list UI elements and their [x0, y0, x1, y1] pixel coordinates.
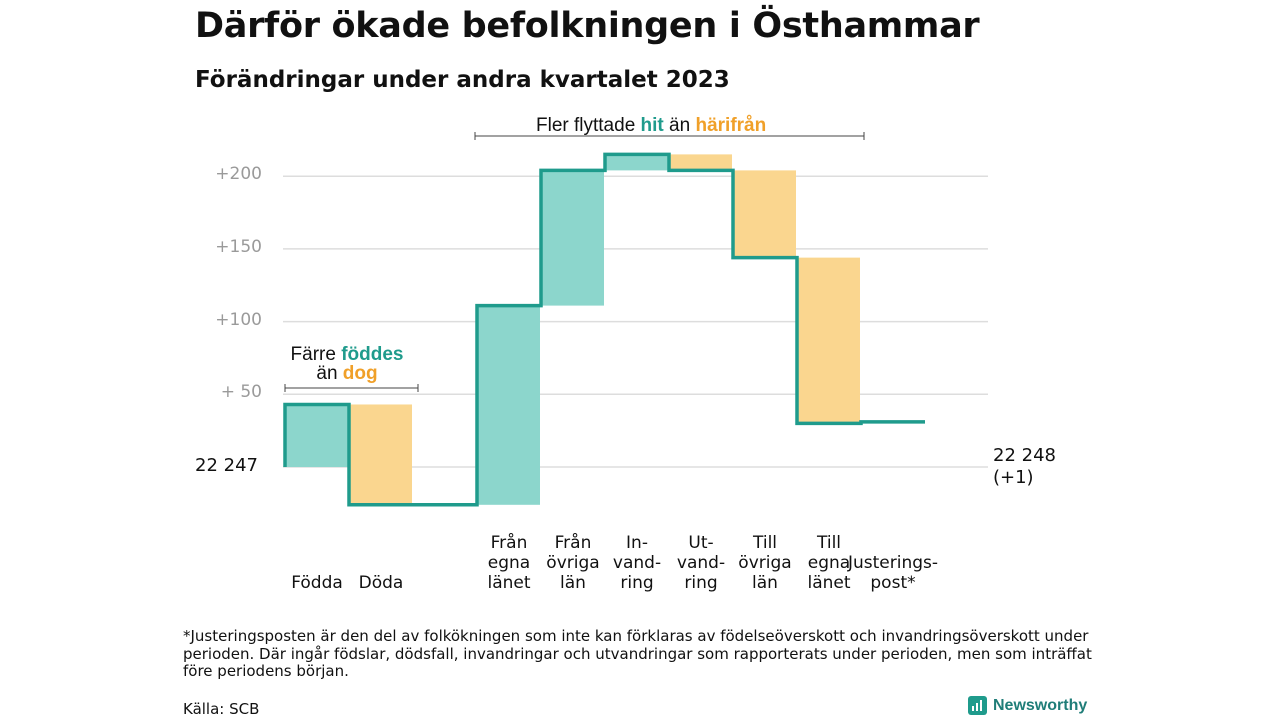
population-step-line [283, 152, 925, 507]
brand-name: Newsworthy [993, 696, 1088, 714]
migration-annotation-middle: än [669, 115, 691, 136]
end-change: (+1) [993, 467, 1034, 488]
category-label: Från övriga län [546, 533, 600, 593]
category-label: Ut- vand- ring [676, 533, 726, 593]
category-label: Till övriga län [738, 533, 792, 593]
waterfall-bar-increase [478, 305, 540, 505]
waterfall-bar-decrease [734, 170, 796, 258]
end-value-label: 22 248 (+1) [993, 445, 1056, 489]
waterfall-bar-increase [606, 154, 668, 171]
chart-subtitle: Förändringar under andra kvartalet 2023 [195, 67, 730, 93]
waterfall-bar-decrease [798, 257, 860, 424]
births-annotation: Färre föddes än dog [283, 345, 411, 383]
migration-annotation-lead: Fler flyttade [536, 115, 636, 136]
footnote: *Justeringsposten är den del av folkökni… [183, 627, 1092, 680]
y-tick-label: +100 [215, 309, 262, 330]
category-label: In- vand- ring [612, 533, 662, 593]
migration-annotation-hit: hit [640, 115, 664, 136]
migration-annotation: Fler flyttade hit än härifrån [536, 116, 766, 135]
births-annotation-lead: Färre [290, 344, 336, 365]
brand-logo: Newsworthy [968, 696, 1087, 715]
waterfall-bar-decrease [350, 404, 412, 505]
births-annotation-dog: dog [342, 363, 378, 384]
category-label: Födda [291, 573, 343, 593]
waterfall-bar-increase [542, 170, 604, 306]
waterfall-bar-increase [286, 404, 348, 467]
chart-title: Därför ökade befolkningen i Östhammar [195, 6, 980, 46]
y-tick-label: + 50 [220, 382, 262, 403]
bar-chart-icon [968, 696, 987, 715]
births-annotation-middle: än [316, 363, 338, 384]
category-label: Justerings- post* [848, 553, 939, 593]
category-label: Döda [358, 573, 404, 593]
y-tick-label: +200 [215, 164, 262, 185]
end-value: 22 248 [993, 445, 1056, 466]
start-value-label: 22 247 [195, 455, 258, 476]
category-label: Från egna länet [487, 533, 531, 593]
births-annotation-foddes: föddes [341, 344, 404, 365]
source-label: Källa: SCB [183, 700, 260, 718]
category-label: Till egna länet [807, 533, 851, 593]
waterfall-bar-decrease [670, 154, 732, 171]
migration-annotation-harifran: härifrån [695, 115, 767, 136]
y-tick-label: +150 [215, 236, 262, 257]
